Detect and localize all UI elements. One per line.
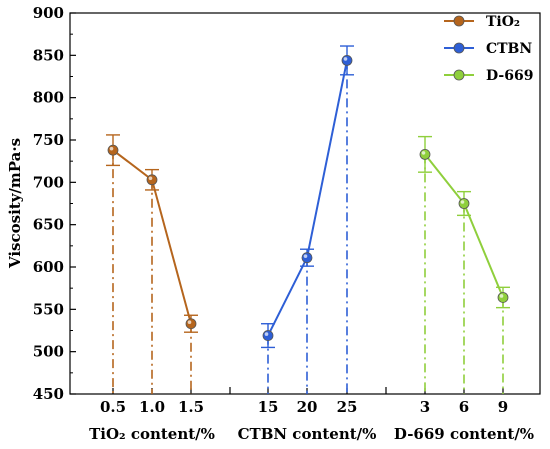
legend-marker — [453, 69, 465, 81]
x-tick-label: 20 — [297, 398, 318, 416]
x-tick-label: 25 — [337, 398, 358, 416]
y-tick-label: 600 — [33, 258, 64, 276]
data-point — [185, 318, 197, 330]
legend-label: TiO₂ — [486, 14, 520, 30]
data-point — [458, 198, 470, 209]
data-point — [341, 55, 353, 66]
plot-frame — [69, 12, 541, 395]
y-tick-label: 900 — [33, 4, 64, 22]
y-tick-label: 450 — [33, 385, 64, 403]
data-point-highlight — [421, 151, 426, 155]
y-tick-label: 750 — [33, 131, 64, 149]
x-tick-label: 15 — [258, 398, 279, 416]
x-tick-label: 3 — [420, 398, 430, 416]
y-tick-label: 500 — [33, 343, 64, 361]
data-point-highlight — [343, 57, 348, 61]
legend-marker — [453, 15, 465, 27]
y-tick-label: 700 — [33, 173, 64, 191]
data-point-highlight — [264, 332, 269, 336]
data-point — [107, 144, 119, 156]
y-axis: 450 500 550 600 650 700 750 800 850 900 — [33, 4, 76, 403]
y-tick-label: 850 — [33, 46, 64, 64]
data-point — [497, 292, 509, 303]
x-tick-label: 1.5 — [178, 398, 204, 416]
data-point-highlight — [109, 146, 114, 151]
x-tick-label: 9 — [498, 398, 508, 416]
x-group-label: CTBN content/% — [238, 425, 377, 443]
x-tick-label: 1.0 — [139, 398, 165, 416]
data-point-highlight — [303, 254, 308, 258]
series-layer — [106, 45, 510, 394]
y-axis-title: Viscosity/mPa·s — [6, 138, 24, 269]
y-tick-label: 550 — [33, 300, 64, 318]
data-point — [419, 148, 431, 160]
legend-label: D-669 — [486, 68, 533, 84]
legend: TiO₂ CTBN D-669 — [444, 14, 533, 84]
x-axis: 0.5 1.0 1.5 TiO₂ content/% 15 20 25 CTBN conten… — [89, 387, 534, 443]
y-tick-label: 800 — [33, 89, 64, 107]
data-point-highlight — [460, 200, 465, 204]
y-tick-label: 650 — [33, 216, 64, 234]
data-point-highlight — [499, 294, 504, 298]
x-tick-label: 0.5 — [100, 398, 126, 416]
x-tick-label: 6 — [459, 398, 469, 416]
data-point-highlight — [187, 320, 192, 325]
series-line — [267, 60, 348, 337]
legend-label: CTBN — [486, 41, 532, 57]
x-group-label: D-669 content/% — [394, 425, 534, 443]
data-point — [262, 330, 274, 341]
data-point-highlight — [148, 176, 153, 181]
data-point — [301, 252, 313, 264]
legend-marker — [453, 42, 465, 54]
data-point — [146, 174, 158, 186]
x-group-label: TiO₂ content/% — [89, 425, 215, 443]
